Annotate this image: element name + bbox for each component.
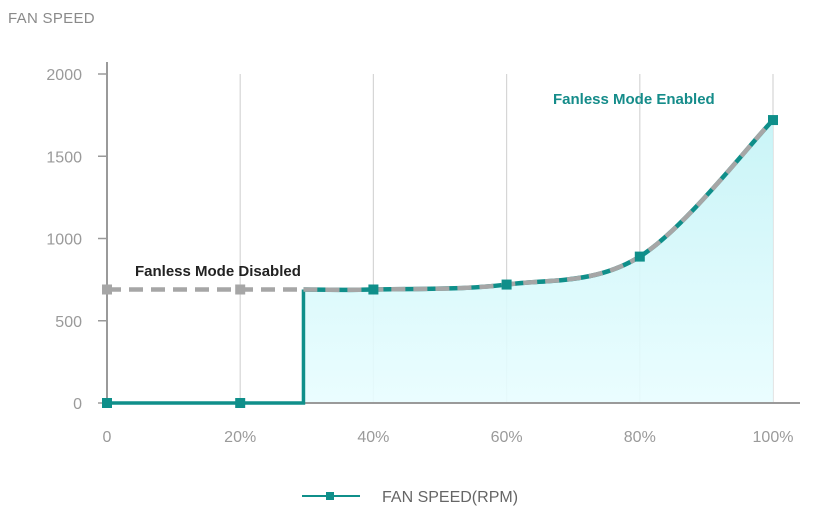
x-tick-label-0: 0 [103,429,112,446]
enabled-step-line [107,289,306,405]
y-tick-label-0: 0 [73,396,82,413]
y-tick-label-500: 500 [55,314,82,331]
enabled-marker-20 [235,398,246,408]
enabled-marker-100 [768,115,778,126]
disabled-marker-20 [235,284,246,295]
x-tick-label-100: 100% [753,429,794,446]
annotation-fanless-enabled: Fanless Mode Enabled [553,91,715,108]
enabled-marker-60 [501,279,512,290]
x-tick-label-80: 80% [624,429,656,446]
y-tick-label-2000: 2000 [46,67,82,84]
y-tick-label-1000: 1000 [46,232,82,249]
x-tick-label-60: 60% [491,429,523,446]
legend-label: FAN SPEED(RPM) [382,489,518,506]
annotation-fanless-disabled: Fanless Mode Disabled [135,263,301,280]
area-fill [303,120,773,403]
enabled-marker-0 [102,398,112,408]
enabled-marker-80 [634,251,645,262]
page-title: FAN SPEED [8,10,95,27]
x-tick-label-40: 40% [357,429,389,446]
x-tick-label-20: 20% [224,429,256,446]
y-tick-label-1500: 1500 [46,149,82,166]
enabled-marker-40 [368,284,379,295]
legend-marker [326,492,334,500]
disabled-marker-0 [102,284,112,295]
disabled-curve-line [303,118,775,293]
